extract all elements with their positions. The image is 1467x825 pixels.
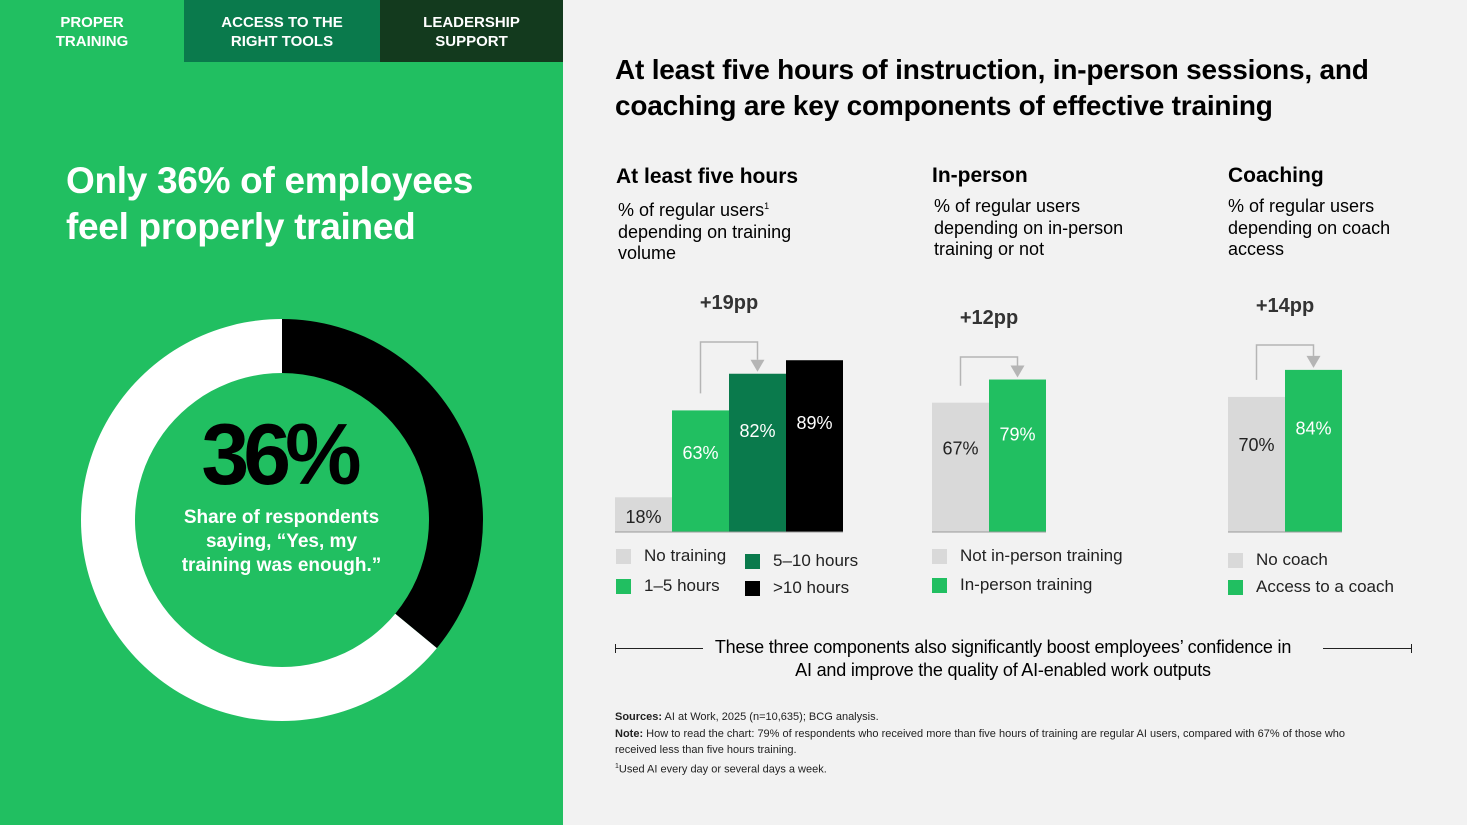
- delta-bracket: [1255, 344, 1315, 380]
- legend-swatch: [745, 553, 760, 569]
- footnote-line: 1Used AI every day or several days a wee…: [615, 759, 1375, 778]
- legend-over-10-hours: >10 hours: [745, 578, 849, 598]
- legend-label: Access to a coach: [1256, 577, 1394, 596]
- panel-title-hours: At least five hours: [616, 165, 799, 188]
- tab-access-to-tools[interactable]: ACCESS TO THE RIGHT TOOLS: [184, 0, 380, 62]
- tab-proper-training[interactable]: PROPER TRAINING: [0, 0, 184, 62]
- legend-label: Not in-person training: [960, 546, 1123, 565]
- bar: [1228, 396, 1285, 532]
- sources-notes: Sources: AI at Work, 2025 (n=10,635); BC…: [615, 709, 1375, 778]
- legend-no-coach: No coach: [1228, 550, 1328, 570]
- bar-charts: 18% 63% 82% 89% +19pp 67% 79% +12pp 70% 84% +14pp: [615, 292, 1342, 533]
- bar-value-label: 79%: [999, 425, 1035, 445]
- bar: [615, 497, 672, 532]
- legend-5-10-hours: 5–10 hours: [745, 551, 858, 571]
- sources-label: Sources:: [615, 711, 663, 723]
- delta-label: +12pp: [960, 307, 1018, 329]
- legend-swatch: [616, 578, 631, 594]
- donut-slice: [80, 319, 437, 721]
- legend-label: No coach: [1256, 550, 1328, 569]
- legend-access-to-coach: Access to a coach: [1228, 577, 1394, 597]
- legend-swatch: [745, 580, 760, 596]
- donut-chart: [80, 319, 483, 721]
- bar: [1285, 369, 1342, 532]
- tab-label: LEADERSHIP SUPPORT: [423, 14, 520, 50]
- legend-label: In-person training: [960, 575, 1093, 594]
- divider-right: [1323, 644, 1412, 653]
- sources-text: AI at Work, 2025 (n=10,635); BCG analysi…: [662, 711, 879, 723]
- right-panel: At least five hours of instruction, in-p…: [563, 0, 1467, 825]
- note-line: Note: How to read the chart: 79% of resp…: [615, 726, 1375, 759]
- tab-label: ACCESS TO THE RIGHT TOOLS: [221, 14, 343, 50]
- legend-label: >10 hours: [773, 578, 850, 597]
- note-label: Note:: [615, 727, 644, 740]
- panel-title-coaching: Coaching: [1228, 164, 1324, 187]
- legend-swatch: [1228, 552, 1243, 568]
- delta-bracket: [699, 341, 759, 394]
- delta-label: +19pp: [700, 292, 758, 314]
- footnote-text: Used AI every day or several days a week…: [618, 763, 827, 776]
- bar-value-label: 18%: [625, 507, 661, 527]
- bar: [786, 360, 843, 532]
- subtitle-text-rest: depending on training volume: [618, 221, 792, 264]
- legend-swatch: [616, 548, 631, 564]
- legend-swatch: [932, 577, 947, 593]
- legend-1-5-hours: 1–5 hours: [616, 576, 720, 596]
- bar-value-label: 67%: [942, 438, 978, 458]
- sources-line: Sources: AI at Work, 2025 (n=10,635); BC…: [615, 709, 1375, 726]
- delta-arrowhead: [750, 359, 765, 372]
- bar: [989, 379, 1046, 532]
- legend-swatch: [1228, 579, 1243, 595]
- legend-not-in-person: Not in-person training: [932, 546, 1123, 566]
- bar-value-label: 89%: [796, 413, 832, 433]
- delta-bracket: [959, 356, 1019, 386]
- panel-subtitle-coaching: % of regular users depending on coach ac…: [1228, 196, 1391, 259]
- delta-label: +14pp: [1256, 295, 1314, 317]
- footnote-mark: 1: [764, 201, 770, 211]
- donut-slice: [282, 319, 483, 649]
- note-text: How to read the chart: 79% of respondent…: [615, 727, 1346, 757]
- page-title: At least five hours of instruction, in-p…: [615, 54, 1369, 121]
- delta-arrowhead: [1010, 365, 1025, 378]
- bar-value-label: 84%: [1295, 419, 1331, 439]
- subtitle-text: % of regular users: [618, 200, 765, 220]
- bar-value-label: 70%: [1238, 435, 1274, 455]
- donut-value: 36%: [201, 407, 361, 503]
- bar-value-label: 63%: [682, 443, 718, 463]
- bar: [932, 402, 989, 532]
- panel-title-in-person: In-person: [932, 164, 1028, 187]
- legend-in-person: In-person training: [932, 575, 1092, 595]
- panel-subtitle-in-person: % of regular users depending on in-perso…: [934, 196, 1124, 259]
- legend-swatch: [932, 548, 947, 564]
- legend-label: 5–10 hours: [773, 551, 859, 570]
- bar-value-label: 82%: [739, 421, 775, 441]
- panel-subtitle-hours: % of regular users1 depending on trainin…: [618, 196, 848, 265]
- delta-arrowhead: [1306, 355, 1321, 368]
- donut-caption: Share of respondents saying, “Yes, my tr…: [181, 507, 382, 576]
- tab-label: PROPER TRAINING: [55, 14, 129, 50]
- bar: [729, 373, 786, 532]
- legend-label: No training: [644, 546, 727, 565]
- legend-no-training: No training: [616, 546, 726, 566]
- divider-left: [615, 644, 703, 653]
- bar: [672, 410, 729, 532]
- left-panel: PROPER TRAINING ACCESS TO THE RIGHT TOOL…: [0, 0, 563, 825]
- footnote-mark: 1: [615, 762, 619, 770]
- donut-center: 36% Share of respondents saying, “Yes, m…: [150, 410, 413, 578]
- legend-label: 1–5 hours: [644, 576, 720, 595]
- tab-leadership-support[interactable]: LEADERSHIP SUPPORT: [380, 0, 563, 62]
- confidence-statement: These three components also significantl…: [714, 637, 1292, 680]
- left-headline: Only 36% of employees feel properly trai…: [66, 160, 474, 247]
